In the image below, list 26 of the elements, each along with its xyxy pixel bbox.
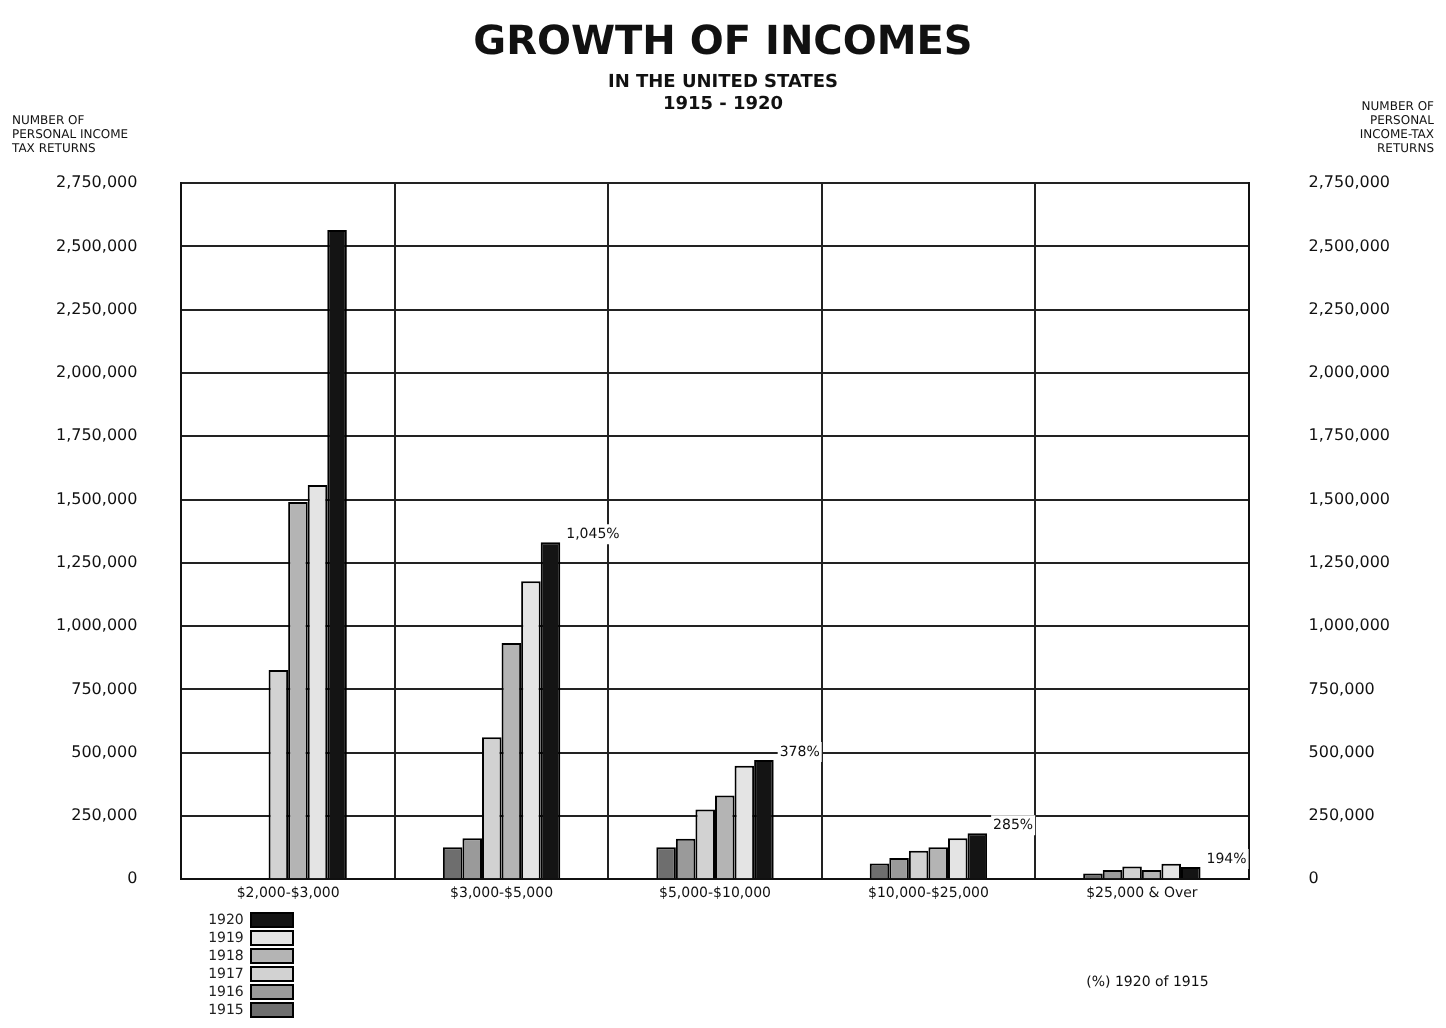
y-tick-label: 2,000,000 xyxy=(55,363,138,382)
y-tick-label: 1,750,000 xyxy=(55,426,138,445)
y-tick-label: 0 xyxy=(127,869,138,888)
y2-tick-label: 1,500,000 xyxy=(1308,489,1391,508)
y2-tick-label: 1,250,000 xyxy=(1308,552,1391,571)
y2-tick-label: 1,750,000 xyxy=(1308,426,1391,445)
y-tick-label: 1,500,000 xyxy=(55,489,138,508)
y-tick-label: 2,750,000 xyxy=(55,173,138,192)
y-tick-label: 2,250,000 xyxy=(55,299,138,318)
chart-subtitle: IN THE UNITED STATES 1915 - 1920 xyxy=(607,73,839,116)
y2-tick-label: 2,250,000 xyxy=(1308,299,1391,318)
y2-tick-label: 2,750,000 xyxy=(1308,173,1391,192)
y2-tick-label: 250,000 xyxy=(1308,806,1375,825)
chart-title: GROWTH OF INCOMES xyxy=(473,16,973,65)
y2-tick-label: 1,000,000 xyxy=(1308,616,1391,635)
y2-tick-label: 500,000 xyxy=(1308,742,1375,761)
y2-tick-label: 2,500,000 xyxy=(1308,236,1391,255)
y-tick-label: 500,000 xyxy=(71,742,138,761)
y2-tick-label: 0 xyxy=(1308,869,1319,888)
y-tick-label: 750,000 xyxy=(71,679,138,698)
y2-tick-label: 2,000,000 xyxy=(1308,363,1391,382)
y-tick-label: 1,250,000 xyxy=(55,552,138,571)
y-tick-label: 1,000,000 xyxy=(55,616,138,635)
y-tick-label: 2,500,000 xyxy=(55,236,138,255)
y-tick-label: 250,000 xyxy=(71,806,138,825)
y2-tick-label: 750,000 xyxy=(1308,679,1375,698)
